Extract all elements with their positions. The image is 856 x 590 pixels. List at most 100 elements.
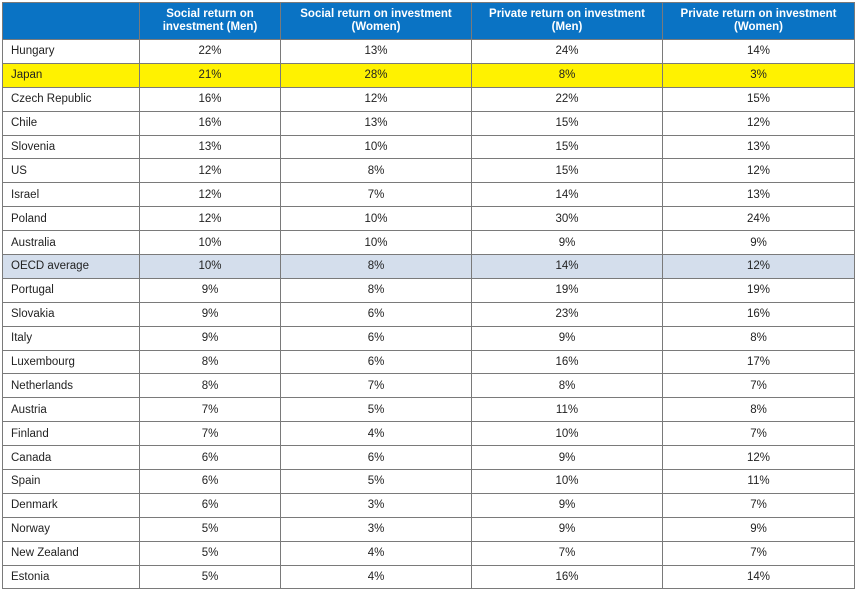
table-row: Spain 6% 5% 10% 11%	[2, 469, 855, 494]
social-women-cell: 28%	[280, 62, 472, 88]
social-men-cell: 7%	[139, 397, 281, 423]
social-women-cell: 4%	[280, 421, 472, 447]
table-row: Canada 6% 6% 9% 12%	[2, 445, 855, 471]
social-women-cell: 5%	[280, 469, 472, 494]
social-women-cell: 12%	[280, 86, 472, 112]
table-body: Hungary 22% 13% 24% 14% Japan 21% 28% 8% 3% Czech …	[2, 39, 855, 590]
social-women-cell: 6%	[280, 445, 472, 471]
header-social-women: Social return on investment (Women)	[280, 2, 472, 40]
social-women-cell: 10%	[280, 206, 472, 232]
country-cell: US	[2, 158, 140, 184]
country-cell: Chile	[2, 110, 140, 136]
country-cell: Slovenia	[2, 134, 140, 160]
social-women-cell: 6%	[280, 349, 472, 375]
table-row: Slovakia 9% 6% 23% 16%	[2, 301, 855, 327]
table-row: New Zealand 5% 4% 7% 7%	[2, 540, 855, 566]
private-men-cell: 14%	[471, 182, 663, 208]
private-men-cell: 22%	[471, 86, 663, 112]
country-cell: Slovakia	[2, 301, 140, 327]
country-cell: Luxembourg	[2, 349, 140, 375]
private-women-cell: 14%	[662, 39, 855, 64]
social-women-cell: 10%	[280, 134, 472, 160]
header-private-men: Private return on investment (Men)	[471, 2, 663, 40]
country-cell: Austria	[2, 397, 140, 423]
private-women-cell: 8%	[662, 397, 855, 423]
social-men-cell: 13%	[139, 134, 281, 160]
social-men-cell: 12%	[139, 182, 281, 208]
country-cell: Czech Republic	[2, 86, 140, 112]
private-men-cell: 9%	[471, 325, 663, 351]
social-women-cell: 8%	[280, 277, 472, 303]
private-men-cell: 10%	[471, 421, 663, 447]
private-women-cell: 16%	[662, 301, 855, 327]
social-women-cell: 3%	[280, 492, 472, 518]
country-cell: Italy	[2, 325, 140, 351]
social-men-cell: 21%	[139, 62, 281, 88]
social-men-cell: 16%	[139, 86, 281, 112]
social-women-cell: 7%	[280, 182, 472, 208]
private-women-cell: 13%	[662, 134, 855, 160]
private-women-cell: 19%	[662, 277, 855, 303]
social-women-cell: 7%	[280, 373, 472, 399]
social-women-cell: 6%	[280, 301, 472, 327]
private-men-cell: 8%	[471, 62, 663, 88]
social-men-cell: 5%	[139, 516, 281, 542]
private-men-cell: 30%	[471, 206, 663, 232]
table-row: Chile 16% 13% 15% 12%	[2, 110, 855, 136]
social-men-cell: 6%	[139, 445, 281, 471]
social-women-cell: 13%	[280, 110, 472, 136]
private-women-cell: 15%	[662, 86, 855, 112]
private-men-cell: 15%	[471, 158, 663, 184]
country-cell: New Zealand	[2, 540, 140, 566]
private-women-cell: 12%	[662, 445, 855, 471]
country-cell: Hungary	[2, 39, 140, 64]
private-women-cell: 12%	[662, 158, 855, 184]
social-men-cell: 6%	[139, 469, 281, 494]
private-men-cell: 11%	[471, 397, 663, 423]
private-men-cell: 15%	[471, 134, 663, 160]
social-men-cell: 10%	[139, 230, 281, 256]
country-cell: Finland	[2, 421, 140, 447]
country-cell: Estonia	[2, 564, 140, 590]
private-women-cell: 8%	[662, 325, 855, 351]
private-men-cell: 9%	[471, 230, 663, 256]
private-women-cell: 12%	[662, 254, 855, 279]
country-cell: Japan	[2, 62, 140, 88]
social-men-cell: 9%	[139, 301, 281, 327]
social-men-cell: 6%	[139, 492, 281, 518]
private-women-cell: 7%	[662, 373, 855, 399]
social-women-cell: 10%	[280, 230, 472, 256]
private-men-cell: 9%	[471, 492, 663, 518]
table-row: Hungary 22% 13% 24% 14%	[2, 39, 855, 64]
private-men-cell: 19%	[471, 277, 663, 303]
country-cell: Israel	[2, 182, 140, 208]
private-women-cell: 7%	[662, 421, 855, 447]
private-men-cell: 14%	[471, 254, 663, 279]
social-men-cell: 22%	[139, 39, 281, 64]
country-cell: Netherlands	[2, 373, 140, 399]
table-row: Japan 21% 28% 8% 3%	[2, 62, 855, 88]
private-men-cell: 24%	[471, 39, 663, 64]
social-men-cell: 5%	[139, 564, 281, 590]
social-women-cell: 13%	[280, 39, 472, 64]
table-row: Australia 10% 10% 9% 9%	[2, 230, 855, 256]
table-row: Estonia 5% 4% 16% 14%	[2, 564, 855, 590]
social-women-cell: 8%	[280, 158, 472, 184]
table-row: Israel 12% 7% 14% 13%	[2, 182, 855, 208]
private-men-cell: 23%	[471, 301, 663, 327]
private-men-cell: 9%	[471, 516, 663, 542]
private-men-cell: 16%	[471, 564, 663, 590]
social-men-cell: 9%	[139, 325, 281, 351]
private-women-cell: 17%	[662, 349, 855, 375]
social-men-cell: 8%	[139, 349, 281, 375]
private-men-cell: 16%	[471, 349, 663, 375]
social-women-cell: 8%	[280, 254, 472, 279]
country-cell: OECD average	[2, 254, 140, 279]
social-men-cell: 16%	[139, 110, 281, 136]
header-row: Social return on investment (Men) Social…	[2, 2, 855, 40]
social-men-cell: 5%	[139, 540, 281, 566]
header-private-women: Private return on investment (Women)	[662, 2, 855, 40]
table-row: US 12% 8% 15% 12%	[2, 158, 855, 184]
